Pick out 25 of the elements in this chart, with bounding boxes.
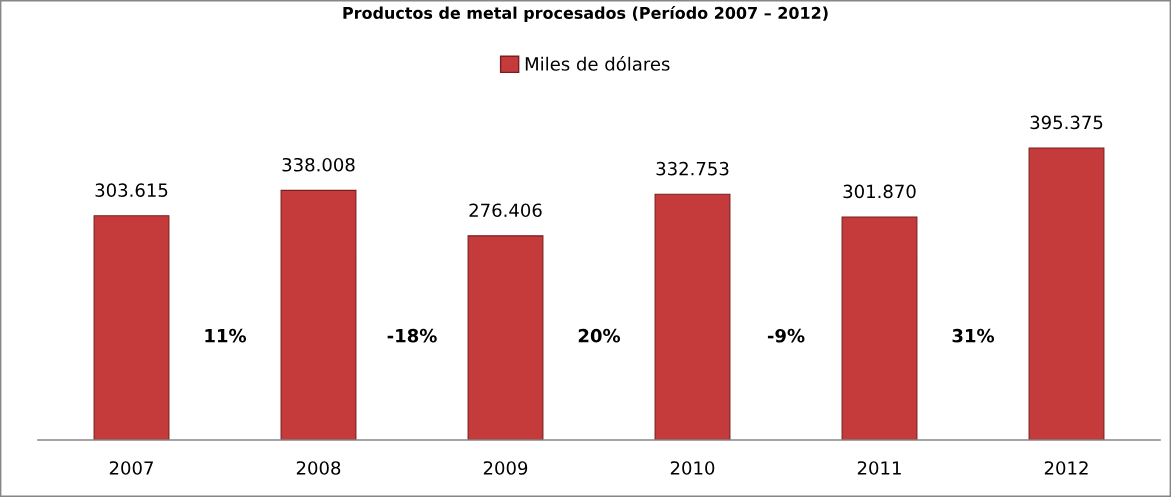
chart-title: Productos de metal procesados (Período 2007 – 2012): [343, 5, 828, 23]
x-tick-label: 2010: [670, 461, 715, 475]
data-label: 276.406: [469, 203, 542, 218]
bar: [841, 216, 918, 440]
x-tick-label: 2009: [483, 461, 528, 475]
x-tick-label: 2007: [109, 461, 153, 475]
annotation: 20%: [578, 328, 621, 343]
x-tick-label: 2011: [857, 461, 901, 475]
data-label: 303.615: [95, 183, 168, 197]
data-label: 301.870: [843, 184, 916, 199]
bar: [280, 189, 357, 440]
x-tick-label: 2012: [1044, 461, 1088, 475]
bar: [467, 235, 544, 440]
bar: [1028, 147, 1105, 440]
bar: [654, 193, 731, 440]
data-label: 395.375: [1030, 115, 1103, 130]
data-label: 338.008: [282, 157, 355, 172]
annotation: -9%: [767, 328, 805, 343]
annotation: -18%: [387, 328, 437, 343]
x-tick-label: 2008: [296, 461, 341, 475]
data-label: 332.753: [656, 161, 729, 176]
annotation: 11%: [205, 328, 247, 343]
annotation: 31%: [952, 328, 995, 343]
legend-label: Miles de dólares: [525, 56, 670, 71]
bar: [93, 215, 170, 440]
